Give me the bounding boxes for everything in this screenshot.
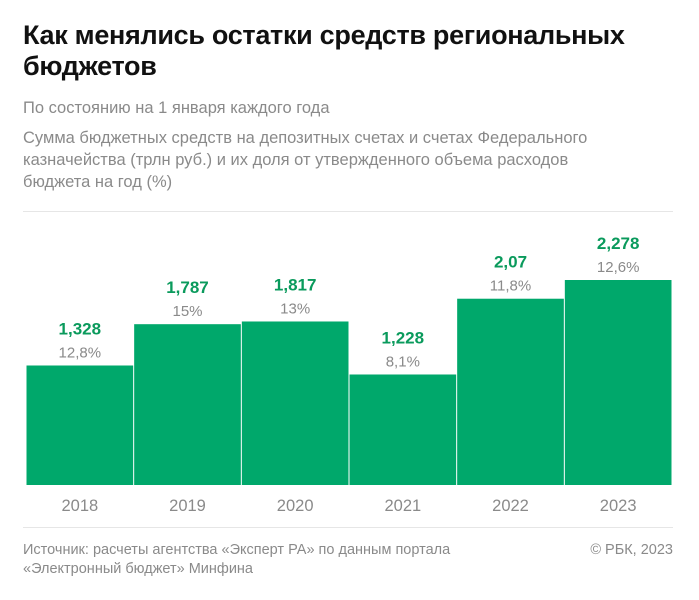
x-tick-label: 2022 [492,497,529,515]
value-label: 1,228 [382,328,425,347]
bar-2021 [349,374,457,485]
chart-subtitle-description: Сумма бюджетных средств на депозитных сч… [23,129,588,191]
share-label: 11,8% [490,278,531,295]
value-label: 1,817 [274,275,317,294]
share-label: 8,1% [386,353,420,370]
value-label: 2,278 [597,234,640,253]
share-label: 12,8% [59,344,102,361]
bar-2019 [134,324,241,485]
bar-2023 [564,280,672,485]
bar-2022 [457,298,564,485]
chart-title: Как менялись остатки средств региональны… [23,20,625,81]
chart-subtitle-date: По состоянию на 1 января каждого года [23,99,330,117]
share-label: 12,6% [597,259,640,276]
bottom-divider [23,527,673,528]
x-tick-label: 2023 [600,497,637,515]
top-divider [23,211,673,212]
share-label: 13% [280,300,310,317]
x-tick-label: 2021 [384,497,421,515]
bar-2020 [241,321,349,485]
x-tick-label: 2020 [277,497,314,515]
value-label: 1,787 [166,278,209,297]
share-label: 15% [172,303,202,320]
source-note: Источник: расчеты агентства «Эксперт РА»… [23,542,451,577]
value-label: 2,07 [494,253,527,272]
x-tick-label: 2019 [169,497,206,515]
value-label: 1,328 [59,319,102,338]
x-tick-label: 2018 [61,497,98,515]
copyright: © РБК, 2023 [590,542,673,558]
bar-2018 [26,365,134,485]
